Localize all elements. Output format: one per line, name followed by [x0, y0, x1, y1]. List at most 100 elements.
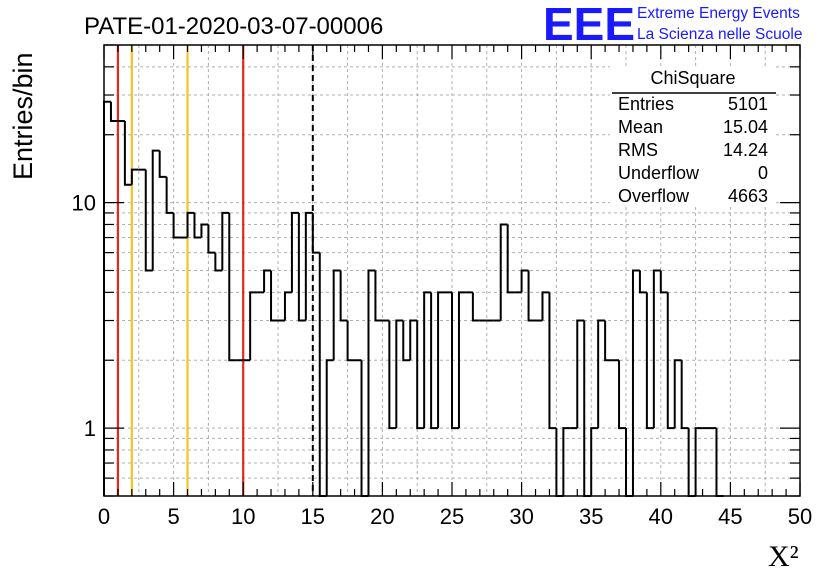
histogram-bin — [158, 150, 167, 178]
y-tick-label: 10 — [72, 191, 96, 216]
x-axis-label: X² — [768, 540, 799, 572]
stats-label-overflow: Overflow — [618, 186, 690, 206]
histogram-bin — [332, 269, 341, 361]
y-axis-label: Entries/bin — [8, 52, 38, 180]
logo-line1: Extreme Energy Events — [637, 5, 800, 22]
histogram-bin — [388, 320, 397, 430]
stats-label-entries: Entries — [618, 94, 674, 114]
x-tick-label: 20 — [370, 504, 394, 529]
stats-box-bg — [610, 66, 776, 206]
x-tick-label: 10 — [231, 504, 255, 529]
stats-value-entries: 5101 — [728, 94, 768, 114]
histogram-bin — [318, 252, 327, 497]
histogram-bin — [249, 291, 258, 361]
stats-label-rms: RMS — [618, 140, 658, 160]
x-tick-label: 0 — [98, 504, 110, 529]
histogram-bin — [123, 121, 132, 186]
histogram-bin — [597, 319, 606, 429]
histogram-bin — [645, 292, 654, 430]
histogram-bin — [311, 212, 320, 254]
stats-box: ChiSquare Entries 5101 Mean 15.04 RMS 14… — [610, 66, 776, 206]
threshold-lines — [116, 45, 314, 496]
stats-value-overflow: 4663 — [728, 186, 768, 206]
histogram-bin — [402, 320, 411, 362]
histogram-bin — [297, 212, 306, 322]
histogram-bin — [165, 176, 174, 214]
x-tick-label: 30 — [509, 504, 533, 529]
histogram-bin — [193, 212, 202, 239]
histogram-bin — [666, 292, 675, 430]
histogram-bin — [583, 320, 592, 497]
histogram-bin — [618, 360, 626, 430]
logo-mark: EEE — [543, 0, 635, 50]
stats-value-mean: 15.04 — [723, 117, 768, 137]
y-tick-label: 1 — [84, 416, 96, 441]
histogram-bin — [694, 427, 703, 496]
histogram-bin — [638, 270, 647, 294]
chart-title: PATE-01-2020-03-07-00006 — [84, 13, 383, 40]
x-tick-label: 40 — [649, 504, 673, 529]
histogram-bin — [304, 211, 313, 321]
histogram-bin — [416, 320, 425, 430]
histogram-bin — [652, 269, 661, 429]
histogram-bin — [374, 270, 383, 322]
histogram-bin — [367, 269, 376, 496]
histogram-bin — [451, 292, 459, 430]
histogram-bin — [680, 360, 689, 430]
histogram-bin — [457, 291, 466, 429]
histogram-bin — [590, 427, 599, 496]
stats-value-underflow: 0 — [758, 163, 768, 183]
histogram-bin — [200, 223, 209, 238]
histogram-bin — [207, 224, 216, 254]
y-tick-labels: 1 10 — [72, 191, 96, 442]
histogram-bin — [631, 269, 640, 496]
histogram-bin — [409, 319, 418, 361]
histogram-bin — [130, 168, 139, 185]
histogram-bin — [548, 292, 557, 430]
stats-title: ChiSquare — [650, 68, 735, 88]
x-tick-label: 50 — [788, 504, 812, 529]
stats-value-rms: 14.24 — [723, 140, 768, 160]
histogram-bin — [527, 270, 536, 322]
histogram-bin — [325, 359, 334, 496]
x-tick-label: 35 — [579, 504, 603, 529]
histogram-bin — [395, 319, 404, 429]
x-tick-label: 5 — [167, 504, 179, 529]
histogram-bin — [103, 100, 111, 496]
histogram-bin — [673, 359, 682, 429]
histogram-bin — [263, 269, 272, 293]
histogram-bin — [471, 292, 480, 322]
histogram-bin — [283, 291, 292, 321]
histogram-bin — [221, 211, 230, 271]
x-tick-label: 25 — [440, 504, 464, 529]
histogram-bin — [172, 212, 181, 239]
histogram-bin — [346, 320, 355, 362]
histogram-bin — [520, 269, 529, 293]
histogram-bin — [562, 427, 571, 496]
histogram-bin — [339, 270, 348, 322]
histogram-bin — [659, 270, 668, 294]
histogram-bin — [541, 291, 550, 321]
x-tick-labels: 0 5 10 15 20 25 30 35 40 45 50 — [98, 504, 812, 529]
stats-label-underflow: Underflow — [618, 163, 700, 183]
eee-logo: EEE Extreme Energy Events La Scienza nel… — [543, 0, 802, 50]
histogram-bin — [214, 252, 223, 272]
histogram-bin — [506, 224, 515, 294]
histogram-bin — [228, 212, 237, 362]
histogram-bin — [186, 211, 195, 238]
histogram-bin — [270, 270, 278, 322]
x-tick-label: 15 — [301, 504, 325, 529]
histogram-bin — [423, 291, 432, 429]
histogram-bin — [437, 291, 446, 429]
stats-label-mean: Mean — [618, 117, 663, 137]
histogram-bin — [430, 292, 439, 430]
histogram-bin — [290, 211, 299, 293]
histogram-bin — [109, 101, 118, 123]
histogram-bin — [151, 149, 160, 271]
histogram-bin — [604, 320, 613, 362]
histogram-bin — [576, 319, 585, 429]
plot-frame — [103, 44, 801, 497]
x-tick-label: 45 — [718, 504, 742, 529]
histogram-bin — [144, 169, 153, 272]
